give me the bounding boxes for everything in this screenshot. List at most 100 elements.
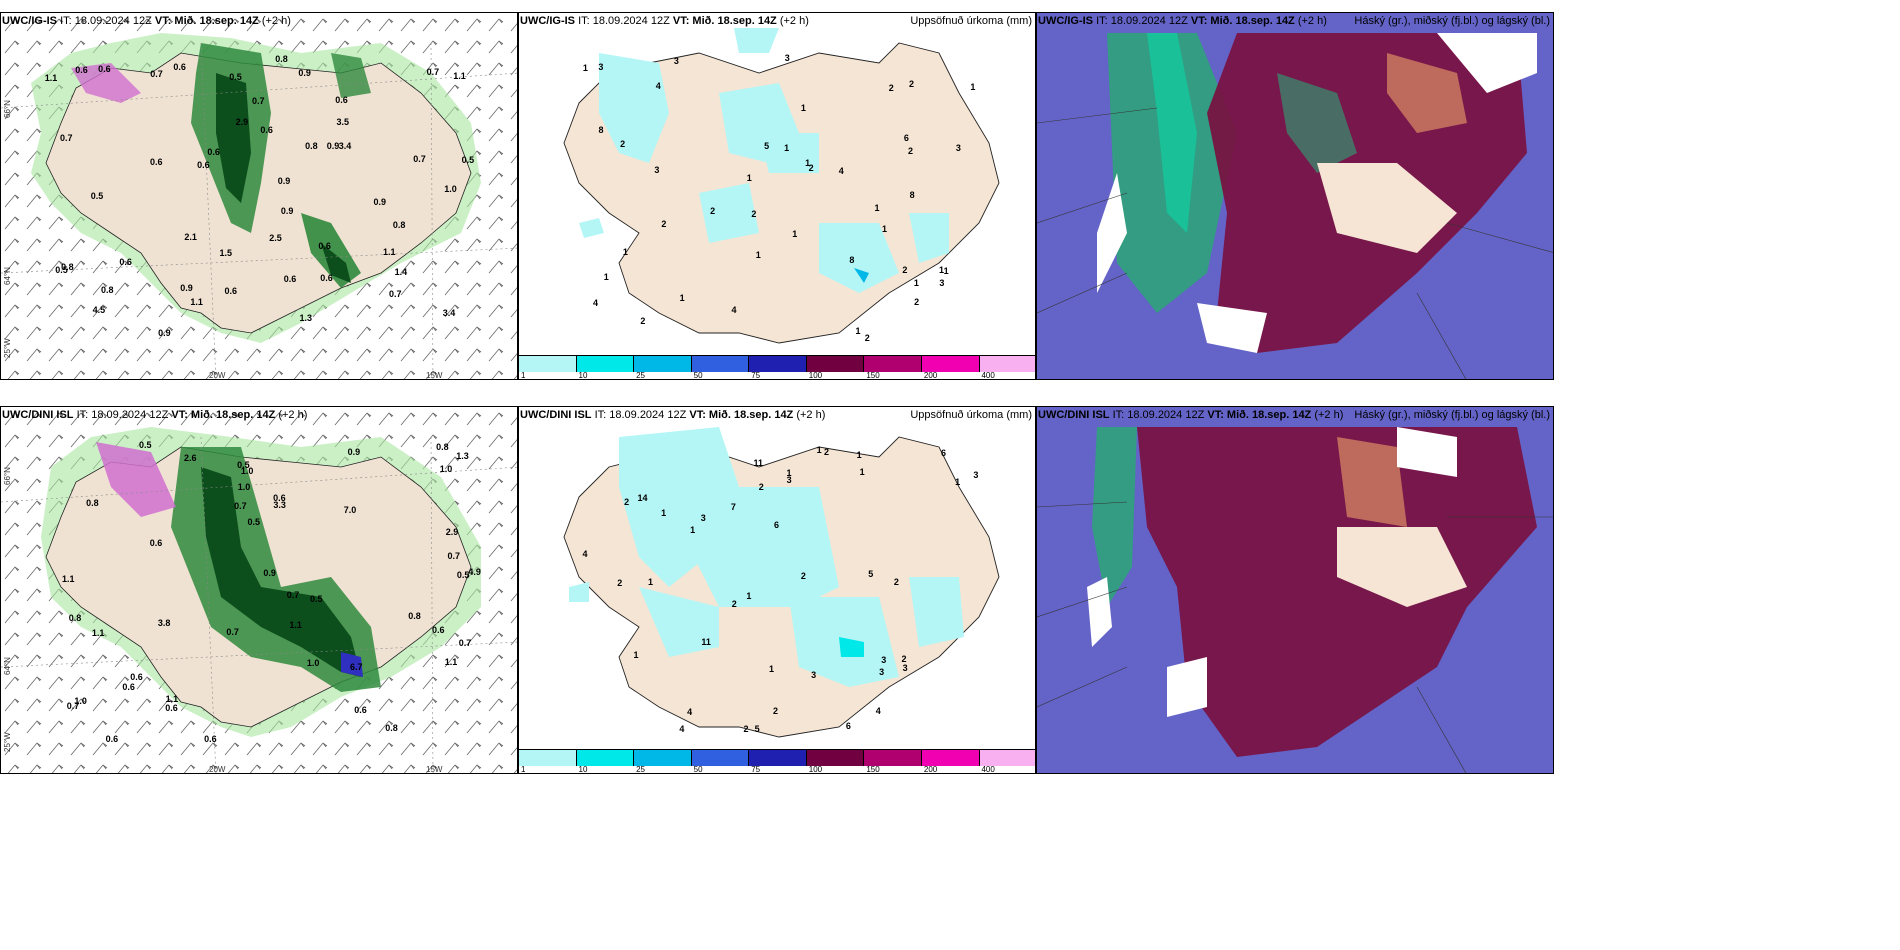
value-label: 2.1	[184, 232, 197, 243]
value-label: 0.7	[226, 626, 239, 637]
value-label: 1	[938, 264, 944, 275]
lat-label-66: 66°N	[3, 467, 12, 485]
lat-label-66: 66°N	[3, 100, 12, 118]
value-label: 4	[593, 297, 599, 308]
value-label: 1	[746, 590, 752, 601]
wind-precip-map	[1, 13, 517, 379]
value-label: 2.9	[235, 117, 249, 128]
colorbar-tick-label: 400	[981, 371, 995, 380]
value-label: 4.9	[468, 566, 481, 577]
value-label: 0.6	[119, 256, 132, 267]
value-label: 2	[772, 706, 778, 717]
colorbar-swatch	[519, 750, 577, 766]
value-label: 1.5	[219, 248, 233, 259]
colorbar-tick-label: 1	[521, 765, 526, 774]
value-label: 1	[746, 172, 752, 183]
colorbar-tick-label: 150	[866, 371, 880, 380]
colorbar-swatch	[864, 356, 922, 372]
colorbar-swatch	[749, 356, 807, 372]
value-label: 14	[637, 492, 648, 503]
bottom-wind-precip-panel: UWC/DINI ISL IT: 18.09.2024 12Z VT: Mið.…	[0, 406, 518, 774]
colorbar-tick-label: 400	[981, 765, 995, 774]
value-label: 2	[661, 218, 667, 229]
value-label: 1.1	[444, 657, 458, 668]
value-label: 3.4	[442, 308, 456, 319]
value-label: 3	[811, 669, 817, 680]
value-label: 3	[973, 469, 979, 480]
value-label: 1	[622, 247, 628, 258]
value-label: 0.6	[260, 124, 273, 135]
value-label: 0.5	[55, 264, 68, 275]
value-label: 2.9	[445, 527, 459, 538]
value-label: 3.3	[273, 499, 286, 510]
value-label: 1	[859, 466, 865, 477]
value-label: 3	[939, 277, 945, 288]
value-label: 0.9	[326, 141, 340, 152]
value-label: 1	[784, 143, 790, 154]
panel-subtitle: Háský (gr.), miðský (fj.bl.) og lágský (…	[1354, 409, 1550, 421]
value-label: 0.9	[373, 196, 387, 207]
value-label: 0.8	[305, 141, 318, 152]
value-label: 7.0	[343, 505, 357, 516]
value-label: 1	[786, 468, 792, 479]
value-label: 0.5	[309, 593, 323, 604]
colorbar-swatch	[979, 356, 1035, 372]
value-label: 0.6	[122, 682, 135, 693]
value-label: 1.1	[190, 297, 203, 308]
value-label: 0.6	[149, 156, 163, 167]
value-label: 1	[856, 450, 862, 461]
value-label: 1.1	[44, 72, 58, 83]
colorbar-tick-label: 50	[693, 765, 703, 774]
value-label: 0.9	[158, 327, 171, 338]
colorbar-swatch	[749, 750, 807, 766]
value-label: 3	[784, 53, 790, 64]
lat-label-64: 64°N	[3, 267, 12, 285]
value-label: 3	[879, 666, 885, 677]
value-label: 0.6	[149, 538, 163, 549]
value-label: 1.0	[237, 481, 251, 492]
value-label: 0.7	[388, 288, 402, 299]
value-label: 2	[908, 145, 914, 156]
value-label: 1	[970, 82, 976, 93]
value-label: 0.7	[234, 500, 247, 511]
value-label: 0.7	[413, 154, 426, 165]
value-label: 2	[902, 265, 908, 276]
colorbar-swatch	[979, 750, 1035, 766]
value-label: 1.0	[444, 183, 457, 194]
value-label: 1.3	[456, 451, 469, 462]
value-label: 0.7	[286, 589, 300, 600]
panel-subtitle: Háský (gr.), miðský (fj.bl.) og lágský (…	[1354, 15, 1550, 27]
value-label: 6	[941, 448, 947, 459]
value-label: 0.9	[180, 282, 193, 293]
value-label: 8	[598, 124, 604, 135]
value-label: 4.5	[92, 304, 106, 315]
value-label: 1	[647, 576, 653, 587]
colorbar-swatch	[519, 356, 577, 372]
accum-precip-map	[563, 427, 1000, 738]
colorbar-tick-label: 200	[923, 371, 938, 380]
value-label: 3	[786, 475, 792, 486]
value-label: 1.0	[306, 657, 320, 668]
value-label: 0.9	[263, 567, 276, 578]
value-label: 3	[700, 513, 706, 524]
top-cloud-panel: UWC/IG-IS IT: 18.09.2024 12Z VT: Mið. 18…	[1036, 12, 1554, 380]
colorbar-tick-label: 100	[808, 765, 823, 774]
value-label: 1.1	[62, 573, 75, 584]
bottom-cloud-panel: UWC/DINI ISL IT: 18.09.2024 12Z VT: Mið.…	[1036, 406, 1554, 774]
value-label: 0.6	[75, 65, 88, 76]
value-label: 0.6	[335, 94, 348, 105]
cloud-map	[1037, 407, 1553, 773]
value-label: 2	[864, 332, 870, 343]
panel-title: UWC/DINI ISL IT: 18.09.2024 12Z VT: Mið.…	[1038, 409, 1344, 421]
value-label: 4	[875, 706, 881, 717]
value-label: 0.8	[275, 53, 288, 64]
lon-label-15: 15W	[426, 371, 443, 380]
value-label: 2	[914, 297, 920, 308]
value-label: 3.8	[157, 617, 171, 628]
value-label: 0.9	[280, 206, 294, 217]
value-label: 2	[624, 497, 630, 508]
value-label: 0.8	[385, 722, 398, 733]
value-label: 0.5	[247, 517, 261, 528]
value-label: 0.8	[61, 261, 74, 272]
value-label: 0.5	[456, 570, 470, 581]
